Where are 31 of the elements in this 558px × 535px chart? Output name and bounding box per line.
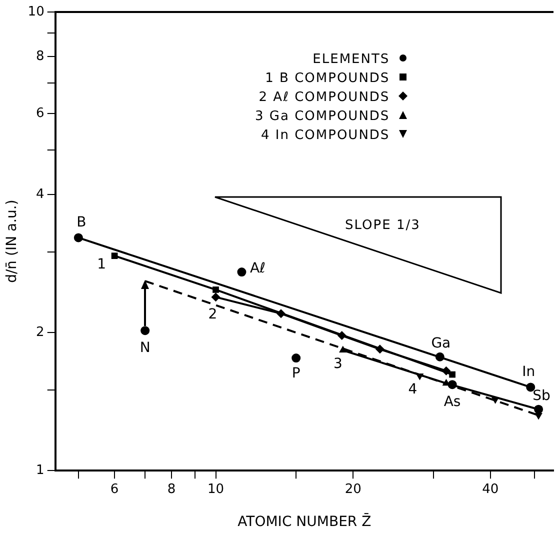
- annotation: Ga: [431, 336, 451, 352]
- annotation: 4: [408, 381, 418, 398]
- annotation: 3: [333, 356, 342, 372]
- annotation: Sb: [532, 388, 551, 404]
- legend-label: 1 B COMPOUNDS: [265, 71, 390, 86]
- x-tick-label: 40: [482, 482, 499, 497]
- x-axis-title: ATOMIC NUMBER Z̄: [238, 512, 372, 530]
- y-tick-label: 1: [36, 462, 44, 478]
- annotation: In: [522, 364, 536, 380]
- annotation: SLOPE 1/3: [345, 218, 420, 233]
- y-tick-label: 8: [36, 48, 44, 64]
- annotation: 2: [208, 306, 218, 323]
- y-tick-label: 10: [28, 4, 44, 20]
- y-tick-label: 2: [36, 324, 44, 340]
- y-tick-label: 6: [36, 106, 44, 122]
- x-tick-label: 10: [207, 482, 224, 497]
- annotation: P: [292, 366, 300, 382]
- annotation: 1: [97, 256, 106, 272]
- y-tick-label: 4: [36, 186, 44, 202]
- legend-label: 4 In COMPOUNDS: [260, 128, 390, 143]
- legend-label: 2 Aℓ COMPOUNDS: [258, 90, 390, 105]
- annotation: As: [444, 394, 461, 410]
- annotation: B: [76, 214, 86, 230]
- x-tick-label: 6: [110, 482, 119, 497]
- x-tick-label: 20: [344, 482, 362, 497]
- annotation: N: [140, 340, 150, 356]
- x-tick-label: 8: [167, 482, 176, 497]
- annotation: Aℓ: [250, 260, 266, 277]
- legend-label: 3 Ga COMPOUNDS: [255, 109, 390, 124]
- legend-label: ELEMENTS: [312, 52, 390, 67]
- y-axis-title: d/n̄ (IN a.u.): [4, 200, 20, 283]
